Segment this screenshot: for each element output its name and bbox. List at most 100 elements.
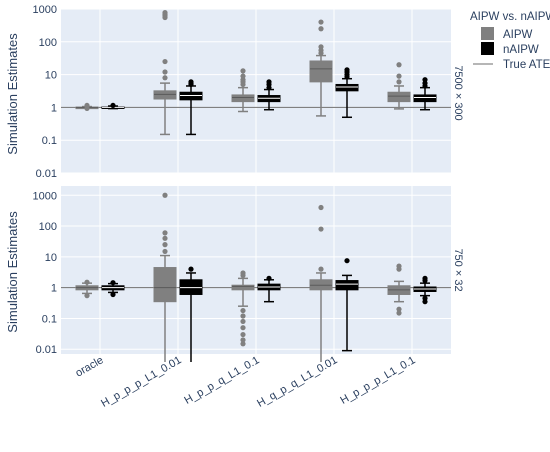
outlier-point: [240, 331, 246, 338]
x-axis: oracleH_p_p_p_L1_0.01H_p_p_q_L1_0.1H_q_p…: [74, 354, 418, 410]
outlier-point: [240, 307, 246, 314]
outlier-point: [188, 266, 194, 272]
outlier-point: [266, 275, 272, 281]
box-aipw-1: [153, 9, 177, 136]
y-tick-label: 1: [51, 102, 57, 114]
outlier-point: [240, 318, 246, 325]
box-aipw-3: [309, 19, 333, 117]
outlier-point: [240, 337, 246, 343]
outlier-point: [396, 310, 402, 316]
outlier-point: [84, 293, 90, 299]
outlier-point: [422, 275, 428, 281]
legend-title: AIPW vs. nAIPW: [470, 11, 550, 23]
x-tick-label: H_q_p_q_L1_0.01: [255, 354, 339, 410]
outlier-point: [240, 77, 246, 83]
y-axis-title-top: Simulation Estimates: [5, 33, 20, 155]
y-tick-label: 1000: [33, 190, 57, 202]
y-axis-title-bottom: Simulation Estimates: [5, 211, 20, 333]
box-naipw-4: [413, 275, 437, 305]
legend[interactable]: AIPW vs. nAIPW AIPW nAIPW True ATE: [470, 11, 550, 71]
outlier-point: [240, 73, 246, 79]
box-naipw-2: [257, 275, 281, 303]
box-aipw-2: [231, 68, 255, 113]
box-aipw-4: [387, 62, 411, 110]
outlier-point: [344, 258, 350, 264]
box-body: [413, 94, 437, 103]
y-tick-label: 10: [45, 252, 57, 264]
outlier-point: [110, 102, 116, 109]
box-aipw-3: [309, 204, 333, 362]
box-naipw-3: [335, 67, 359, 119]
outlier-point: [318, 204, 324, 211]
outlier-point: [162, 235, 168, 241]
box-body: [153, 90, 177, 100]
outlier-point: [240, 341, 246, 347]
y-tick-label: 1000: [33, 4, 57, 16]
legend-label-true-ate: True ATE: [503, 59, 550, 71]
y-tick-label: 1: [51, 283, 57, 295]
outlier-point: [240, 313, 246, 319]
y-tick-label: 0.1: [42, 313, 57, 325]
box-body: [179, 279, 203, 295]
legend-label-naipw: nAIPW: [503, 44, 539, 56]
outlier-point: [318, 26, 324, 32]
facet-label-top: 7500 × 300: [452, 65, 464, 120]
y-tick-label: 0.01: [36, 344, 57, 356]
outlier-point: [110, 280, 116, 286]
outlier-point: [396, 73, 402, 79]
outlier-point: [240, 68, 246, 74]
box-body: [179, 91, 203, 101]
box-aipw-1: [153, 192, 177, 362]
outlier-point: [188, 79, 194, 85]
outlier-point: [396, 263, 402, 269]
outlier-point: [240, 325, 246, 331]
outlier-point: [318, 226, 324, 232]
panel-7500x300: 0.01 0.1 1 10 100 1000: [33, 4, 451, 180]
box-naipw-1: [179, 79, 203, 136]
outlier-point: [162, 9, 168, 16]
x-tick-label: H_p_p_q_L1_0.1: [182, 354, 261, 407]
box-aipw-0: [75, 279, 99, 299]
box-naipw-4: [413, 77, 437, 111]
outlier-point: [344, 67, 350, 73]
outlier-point: [318, 266, 324, 272]
legend-swatch-naipw: [481, 42, 494, 55]
outlier-point: [422, 295, 428, 301]
outlier-point: [396, 79, 402, 85]
box-body: [309, 60, 333, 83]
box-naipw-3: [335, 258, 359, 352]
box-body: [335, 280, 359, 291]
outlier-point: [110, 291, 116, 298]
box-body: [231, 284, 255, 291]
y-tick-label: 0.01: [36, 168, 57, 180]
y-tick-label: 10: [45, 70, 57, 82]
outlier-point: [162, 192, 168, 198]
legend-item-naipw[interactable]: nAIPW: [481, 42, 539, 56]
legend-item-true-ate[interactable]: True ATE: [473, 59, 550, 71]
outlier-point: [84, 102, 90, 109]
outlier-point: [162, 69, 168, 75]
outlier-point: [422, 77, 428, 83]
x-tick-label: H_p_p_p_L1_0.01: [99, 354, 183, 410]
y-tick-label: 100: [39, 37, 57, 49]
box-aipw-2: [231, 270, 255, 347]
box-naipw-0: [101, 102, 125, 110]
x-tick-label: oracle: [74, 354, 106, 379]
outlier-point: [266, 79, 272, 85]
legend-label-aipw: AIPW: [503, 29, 533, 41]
outlier-point: [318, 44, 324, 50]
legend-item-aipw[interactable]: AIPW: [481, 27, 533, 41]
outlier-point: [396, 306, 402, 312]
outlier-point: [162, 75, 168, 81]
box-body: [153, 267, 177, 303]
y-tick-label: 100: [39, 221, 57, 233]
box-aipw-0: [75, 102, 99, 112]
box-aipw-4: [387, 263, 411, 316]
legend-swatch-aipw: [481, 27, 494, 40]
outlier-point: [162, 248, 168, 255]
outlier-point: [84, 279, 90, 285]
box-body: [231, 94, 255, 103]
y-tick-label: 0.1: [42, 135, 57, 147]
outlier-point: [396, 62, 402, 68]
